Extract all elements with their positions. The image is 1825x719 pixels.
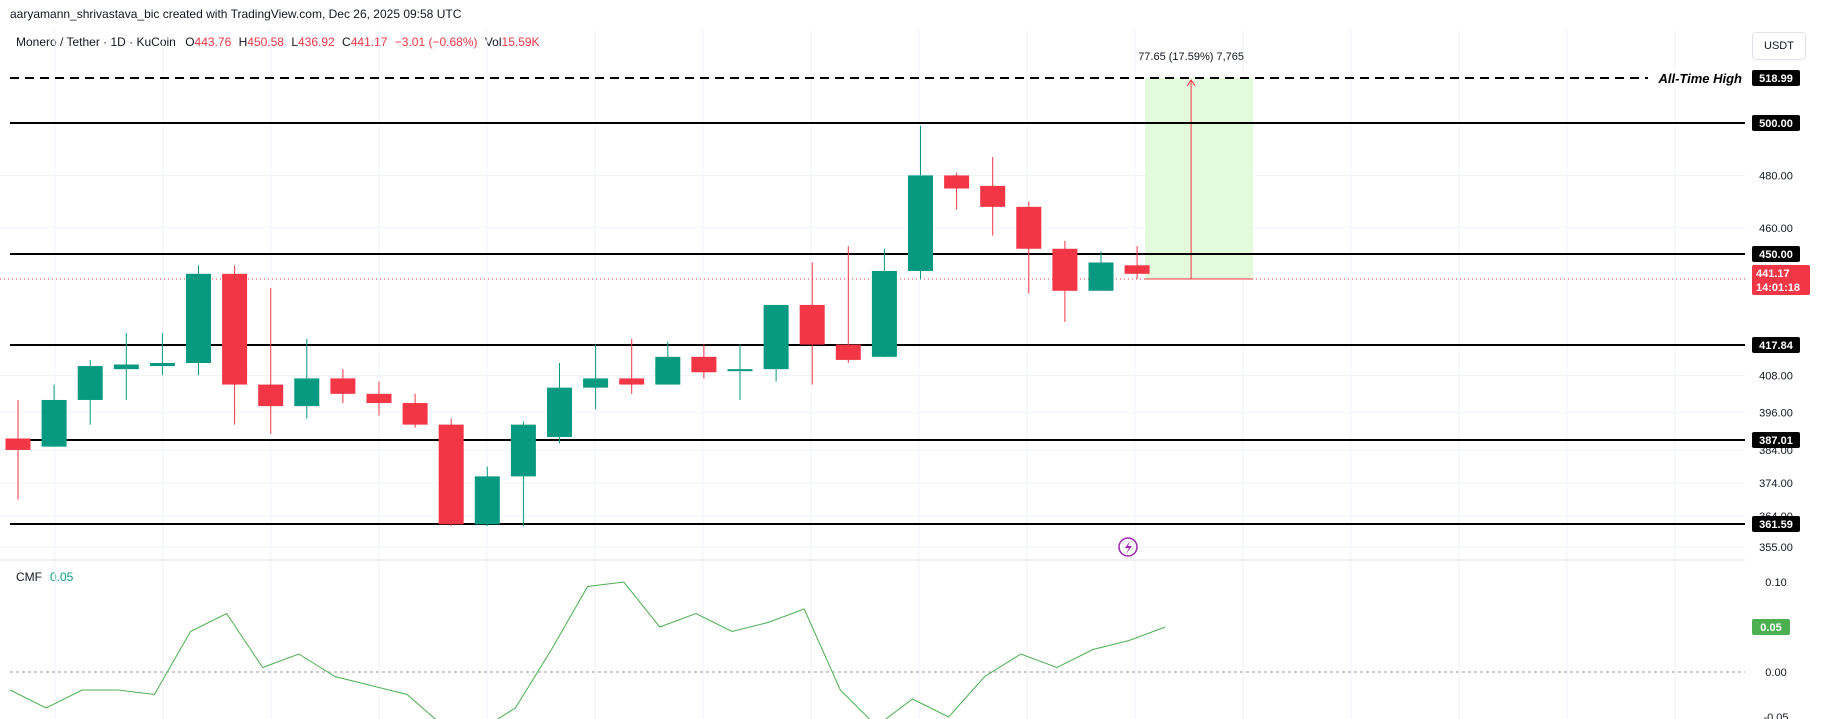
chart-misc <box>1118 537 1138 557</box>
cmf-legend-value: 0.05 <box>50 570 74 584</box>
open-label: O <box>185 35 195 49</box>
cmf-legend: CMF 0.05 <box>16 570 73 584</box>
candle-body <box>222 273 248 385</box>
candle-body <box>1124 265 1150 274</box>
chart-credit: aaryamann_shrivastava_bic created with T… <box>10 7 462 21</box>
last-price-tag <box>1752 264 1810 295</box>
candle-body <box>1016 206 1042 249</box>
price-tick-label: 396.00 <box>1759 407 1793 419</box>
candle-body <box>510 424 536 477</box>
last-price-countdown: 14:01:18 <box>1756 282 1800 294</box>
cmf-tick-label: 0.10 <box>1765 577 1786 589</box>
candle-body <box>583 378 609 388</box>
last-price-value: 441.17 <box>1756 268 1790 280</box>
price-tick-label: 480.00 <box>1759 170 1793 182</box>
price-range-measure[interactable]: 77.65 (17.59%) 7,765 <box>1138 51 1254 280</box>
cmf-tick-label: -0.05 <box>1763 712 1788 719</box>
high-value: 450.58 <box>247 35 284 49</box>
candle-body <box>1052 248 1078 291</box>
candle-body <box>980 185 1006 207</box>
ath-label: All-Time High <box>1657 71 1742 86</box>
candle-body <box>908 175 933 271</box>
candle-body <box>727 369 753 372</box>
level-tag-label: 500.00 <box>1759 118 1793 130</box>
change-value: −3.01 (−0.68%) <box>394 35 478 49</box>
candle-body <box>763 304 789 370</box>
low-label: L <box>291 35 298 49</box>
candle-body <box>41 399 67 447</box>
symbol-name[interactable]: Monero / Tether · 1D · KuCoin <box>16 35 176 49</box>
measure-label: 77.65 (17.59%) 7,765 <box>1138 51 1244 63</box>
level-tag <box>1752 337 1800 353</box>
cmf-label: CMF <box>16 570 42 584</box>
candle-body <box>258 384 284 407</box>
open-value: 443.76 <box>194 35 232 49</box>
close-label: C <box>342 35 351 49</box>
measure-arrowhead <box>1186 79 1196 87</box>
level-tag-label: 450.00 <box>1759 249 1793 261</box>
candle-body <box>655 356 681 385</box>
candle-body <box>330 378 356 394</box>
candle-body <box>474 476 500 525</box>
candle-body <box>366 393 392 404</box>
candle-body <box>944 175 970 189</box>
price-tick-label: 355.00 <box>1759 542 1793 554</box>
candle-body <box>77 366 103 400</box>
level-tag <box>1752 516 1800 532</box>
candle-body <box>113 364 139 370</box>
price-axis[interactable]: 480.00460.00408.00396.00384.00374.00364.… <box>1759 170 1793 554</box>
candle-body <box>402 403 428 425</box>
measure-box <box>1145 78 1254 279</box>
level-tag-label: 417.84 <box>1759 340 1794 352</box>
low-value: 436.92 <box>298 35 335 49</box>
level-tag-label: 518.99 <box>1759 73 1793 85</box>
cmf-value-label: 0.05 <box>1760 622 1781 634</box>
candle-body <box>294 378 320 407</box>
price-tick-label: 408.00 <box>1759 370 1793 382</box>
candle-body <box>691 356 717 373</box>
level-tag-label: 361.59 <box>1759 519 1793 531</box>
candle-body <box>438 424 464 525</box>
candle-body <box>619 378 645 385</box>
candle-body <box>547 387 572 437</box>
cmf-tick-label: 0.00 <box>1765 667 1786 679</box>
candle-body <box>799 304 825 345</box>
lightning-icon <box>1118 537 1138 557</box>
price-tags: 518.99 500.00 450.00 417.84 387.01 361.59 441.… <box>1752 70 1810 635</box>
candle-body <box>835 344 861 360</box>
price-tick-label: 460.00 <box>1759 223 1793 235</box>
currency-button[interactable]: USDT <box>1752 32 1806 60</box>
candle-body <box>1088 262 1114 291</box>
level-tag <box>1752 432 1800 448</box>
cmf-line <box>9 581 1166 719</box>
volume-label: Vol <box>484 35 502 49</box>
cmf-pane: 0.10 0.00 -0.05 <box>9 577 1789 719</box>
candle-body <box>149 362 175 367</box>
symbol-legend: Monero / Tether · 1D · KuCoin O443.76 H4… <box>16 35 544 49</box>
grid-lines <box>0 30 1745 719</box>
level-tag <box>1752 246 1800 262</box>
high-label: H <box>238 35 248 49</box>
lightning-icon-glyph <box>1125 541 1132 554</box>
cmf-value-tag <box>1752 619 1790 635</box>
level-tag <box>1752 115 1800 131</box>
candle-body <box>5 438 31 450</box>
level-tag <box>1752 70 1800 86</box>
volume-value: 15.59K <box>501 35 540 49</box>
level-tag-label: 387.01 <box>1759 435 1793 447</box>
candle-body <box>186 273 211 363</box>
close-value: 441.17 <box>350 35 388 49</box>
candle-body <box>871 270 897 357</box>
candlestick-series <box>5 125 1150 527</box>
ath-label-bg <box>1648 69 1745 87</box>
price-tick-label: 374.00 <box>1759 478 1793 490</box>
